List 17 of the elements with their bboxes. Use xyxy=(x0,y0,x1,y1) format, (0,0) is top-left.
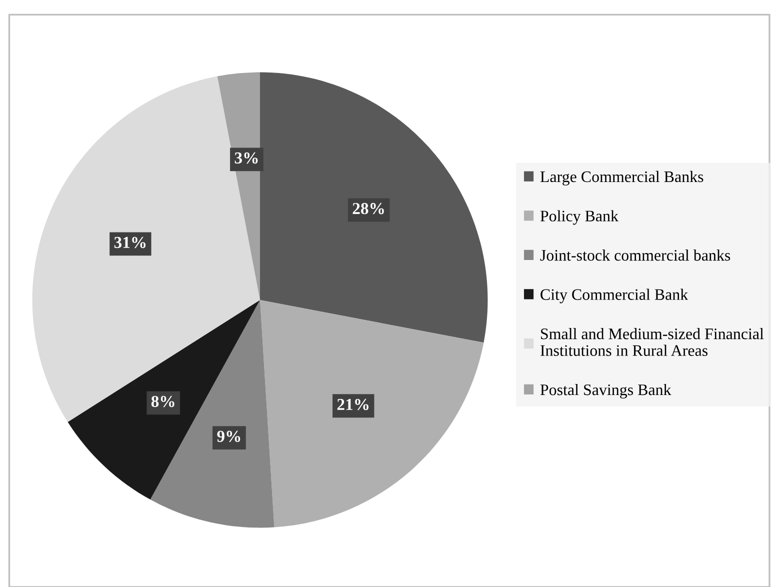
data-label: 8% xyxy=(151,396,174,408)
data-label: 21% xyxy=(337,398,368,410)
legend-label: Small and Medium-sized Financial Institutions in Rural Areas xyxy=(540,328,764,356)
pie-slice xyxy=(68,300,260,500)
legend-label: Large Commercial Banks xyxy=(540,170,704,186)
pie-slice xyxy=(150,300,274,528)
legend-label: Policy Bank xyxy=(540,210,618,225)
legend-label: City Commercial Bank xyxy=(540,288,688,304)
pie-slice xyxy=(260,72,488,343)
data-label: 28% xyxy=(352,202,384,214)
legend-label: Joint-stock commercial banks xyxy=(540,249,730,261)
pie-slice xyxy=(260,300,484,528)
pie-slice xyxy=(32,76,260,422)
data-label: 31% xyxy=(114,236,146,248)
data-label: 9% xyxy=(217,430,240,442)
legend-label: Postal Savings Bank xyxy=(540,384,672,398)
data-label: 3% xyxy=(234,152,258,164)
